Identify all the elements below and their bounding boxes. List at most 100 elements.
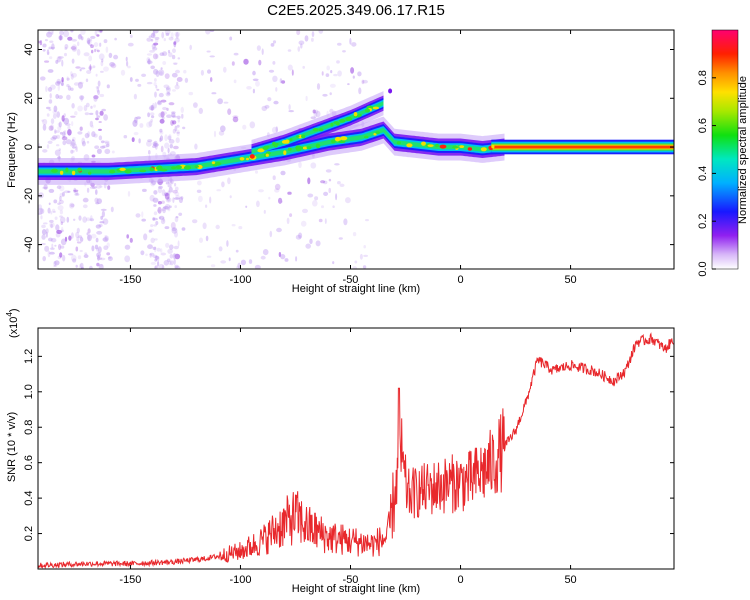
spectrogram-noise-speckle bbox=[99, 221, 105, 224]
spectrogram-noise-speckle bbox=[135, 78, 139, 82]
spectrogram-hot-spot bbox=[183, 165, 192, 170]
spectrogram-noise-speckle bbox=[95, 202, 100, 205]
spectrogram-noise-speckle bbox=[280, 200, 283, 203]
spectrogram-noise-speckle bbox=[96, 247, 99, 252]
spectrogram-noise-speckle bbox=[171, 111, 176, 114]
spectrogram-noise-speckle bbox=[80, 95, 83, 102]
spectrogram-noise-speckle bbox=[310, 116, 316, 119]
spectrogram-noise-speckle bbox=[215, 224, 220, 230]
spectrogram-noise-speckle bbox=[157, 209, 161, 213]
spectrogram-noise-speckle bbox=[70, 46, 77, 50]
spectrogram-y-tick-label: 20 bbox=[23, 92, 35, 104]
spectrogram-noise-speckle bbox=[52, 210, 57, 213]
spectrogram-noise-speckle bbox=[314, 196, 319, 201]
spectrogram-hot-spot bbox=[439, 144, 447, 149]
spectrogram-noise-speckle bbox=[223, 66, 227, 73]
spectrogram-noise-speckle bbox=[343, 218, 348, 226]
spectrogram-noise-speckle bbox=[63, 113, 66, 117]
spectrogram-noise-speckle bbox=[231, 61, 235, 66]
spectrogram-noise-speckle bbox=[167, 147, 170, 154]
spectrogram-noise-speckle bbox=[152, 197, 159, 203]
spectrogram-noise-speckle bbox=[280, 170, 286, 176]
spectrogram-noise-speckle bbox=[86, 37, 91, 44]
spectrogram-noise-speckle bbox=[77, 255, 82, 260]
spectrogram-noise-speckle bbox=[48, 202, 51, 206]
spectrogram-noise-speckle bbox=[220, 260, 227, 264]
spectrogram-noise-speckle bbox=[50, 223, 53, 229]
spectrogram-noise-speckle bbox=[87, 228, 91, 234]
spectrogram-hot-spot bbox=[330, 122, 334, 127]
spectrogram-x-tick-label: -50 bbox=[343, 274, 359, 286]
spectrogram-noise-speckle bbox=[332, 205, 335, 208]
spectrogram-noise-speckle bbox=[97, 257, 103, 260]
spectrogram-noise-speckle bbox=[55, 232, 61, 238]
spectrogram-noise-speckle bbox=[47, 69, 54, 73]
spectrogram-noise-speckle bbox=[272, 75, 278, 83]
spectrogram-noise-speckle bbox=[96, 148, 102, 154]
spectrogram-noise-speckle bbox=[48, 47, 53, 50]
spectrogram-y-tick-label: -20 bbox=[23, 188, 35, 204]
spectrogram-noise-speckle bbox=[51, 43, 55, 50]
spectrogram-noise-speckle bbox=[189, 44, 192, 51]
spectrogram-hot-spot bbox=[306, 146, 312, 150]
spectrogram-noise-speckle bbox=[57, 255, 62, 260]
spectrogram-noise-speckle bbox=[318, 30, 324, 34]
spectrogram-noise-speckle bbox=[362, 265, 367, 269]
spectrogram-noise-speckle bbox=[231, 224, 236, 227]
spectrogram-noise-speckle bbox=[164, 192, 169, 197]
spectrogram-noise-speckle bbox=[155, 38, 159, 43]
spectrogram-noise-speckle bbox=[150, 32, 156, 39]
spectrogram-noise-speckle bbox=[270, 43, 275, 47]
spectrogram-noise-speckle bbox=[210, 77, 213, 82]
spectrogram-noise-speckle bbox=[229, 36, 233, 41]
spectrogram-noise-speckle bbox=[150, 65, 155, 70]
spectrogram-noise-speckle bbox=[166, 107, 169, 111]
spectrogram-noise-speckle bbox=[178, 196, 183, 203]
spectrogram-noise-speckle bbox=[211, 92, 217, 95]
spectrogram-noise-speckle bbox=[70, 87, 74, 91]
spectrogram-noise-speckle bbox=[106, 242, 110, 248]
spectrogram-noise-speckle bbox=[95, 184, 102, 189]
spectrogram-noise-speckle bbox=[51, 30, 54, 35]
spectrogram-noise-speckle bbox=[74, 111, 78, 116]
spectrogram-noise-speckle bbox=[152, 217, 156, 221]
spectrogram-noise-speckle bbox=[162, 217, 165, 222]
spectrogram-noise-speckle bbox=[158, 69, 165, 76]
spectrogram-noise-speckle bbox=[154, 36, 160, 40]
spectrogram-noise-speckle bbox=[291, 69, 294, 76]
spectrogram-noise-speckle bbox=[153, 42, 159, 46]
spectrogram-noise-speckle bbox=[321, 71, 324, 76]
spectrogram-noise-speckle bbox=[95, 73, 98, 77]
spectrogram-noise-speckle bbox=[75, 231, 80, 238]
spectrogram-x-label: Height of straight line (km) bbox=[292, 283, 420, 295]
spectrogram-noise-speckle bbox=[123, 135, 128, 139]
spectrogram-noise-speckle bbox=[276, 227, 282, 233]
spectrogram-noise-speckle bbox=[125, 56, 128, 62]
spectrogram-noise-speckle bbox=[88, 66, 93, 70]
spectrogram-noise-speckle bbox=[171, 72, 178, 78]
spectrogram-noise-speckle bbox=[127, 190, 131, 197]
snr-y-tick-label: 0.6 bbox=[23, 455, 35, 470]
spectrogram-noise-speckle bbox=[76, 241, 82, 244]
spectrogram-noise-speckle bbox=[59, 252, 63, 258]
spectrogram-noise-speckle bbox=[95, 86, 100, 89]
spectrogram-hot-spot bbox=[88, 171, 92, 175]
spectrogram-noise-speckle bbox=[209, 196, 212, 204]
spectrogram-noise-speckle bbox=[49, 222, 55, 228]
spectrogram-noise-speckle bbox=[64, 44, 69, 49]
spectrogram-hot-spot bbox=[302, 146, 308, 150]
spectrogram-noise-speckle bbox=[160, 111, 165, 118]
spectrogram-noise-speckle bbox=[173, 42, 177, 45]
spectrogram-noise-speckle bbox=[75, 191, 79, 195]
spectrogram-noise-speckle bbox=[337, 42, 342, 46]
spectrogram-noise-speckle bbox=[175, 32, 179, 39]
spectrogram-noise-speckle bbox=[325, 169, 332, 173]
spectrogram-noise-speckle bbox=[42, 124, 47, 131]
spectrogram-hot-spot bbox=[77, 167, 82, 172]
spectrogram-noise-speckle bbox=[91, 131, 96, 138]
spectrogram-noise-speckle bbox=[162, 51, 168, 57]
spectrogram-noise-speckle bbox=[47, 31, 54, 35]
spectrogram-noise-speckle bbox=[98, 135, 103, 141]
spectrogram-noise-speckle bbox=[227, 108, 232, 115]
